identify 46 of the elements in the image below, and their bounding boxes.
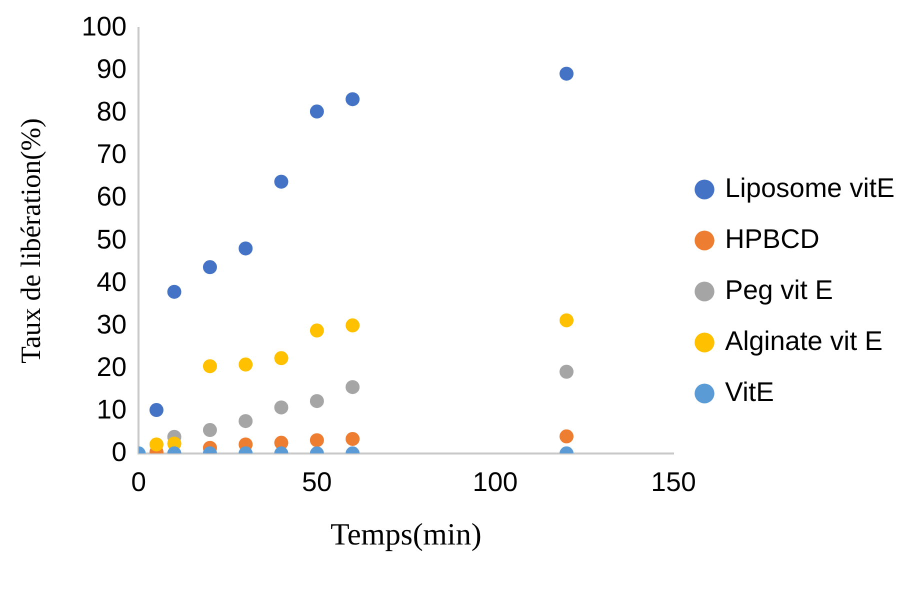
point — [202, 423, 217, 438]
point — [202, 359, 217, 374]
y-tick-label: 10 — [96, 394, 127, 424]
point — [167, 284, 182, 299]
point — [310, 433, 324, 448]
legend-label: Liposome vitE — [725, 172, 895, 203]
point — [149, 437, 164, 452]
point — [149, 403, 164, 418]
y-tick-label: 80 — [96, 96, 127, 127]
legend-label: Peg vit E — [725, 274, 834, 305]
point — [560, 313, 574, 328]
legend-label: HPBCD — [725, 224, 820, 254]
y-tick-label: 0 — [112, 436, 127, 467]
point — [310, 394, 324, 408]
point — [238, 241, 253, 256]
x-tick-label: 0 — [131, 467, 146, 498]
point — [274, 174, 288, 189]
y-tick-label: 90 — [96, 54, 127, 84]
y-tick-label: 40 — [96, 266, 127, 297]
legend-label: VitE — [725, 376, 774, 407]
y-tick-label: 30 — [96, 309, 127, 340]
x-axis-title: Temps(min) — [330, 516, 482, 552]
y-axis-title: Taux de libération(%) — [16, 118, 48, 364]
point — [238, 414, 253, 428]
y-tick-label: 20 — [96, 352, 127, 382]
y-tick-label: 100 — [82, 12, 127, 42]
point — [310, 324, 324, 338]
y-tick-label: 60 — [96, 182, 127, 212]
point — [346, 92, 360, 106]
point — [560, 429, 574, 444]
x-tick-label: 100 — [472, 467, 518, 498]
x-tick-label: 50 — [302, 467, 332, 498]
y-tick-label: 50 — [96, 224, 127, 254]
point — [346, 380, 360, 394]
y-tick-label: 70 — [96, 139, 127, 170]
legend-label: Alginate vit E — [725, 326, 883, 356]
point — [310, 104, 324, 119]
point — [274, 351, 288, 366]
point — [238, 358, 253, 372]
point — [560, 66, 574, 81]
point — [560, 364, 574, 379]
point — [202, 260, 217, 274]
point — [346, 318, 360, 332]
point — [346, 432, 360, 446]
point — [274, 400, 288, 414]
x-tick-label: 150 — [650, 467, 696, 498]
